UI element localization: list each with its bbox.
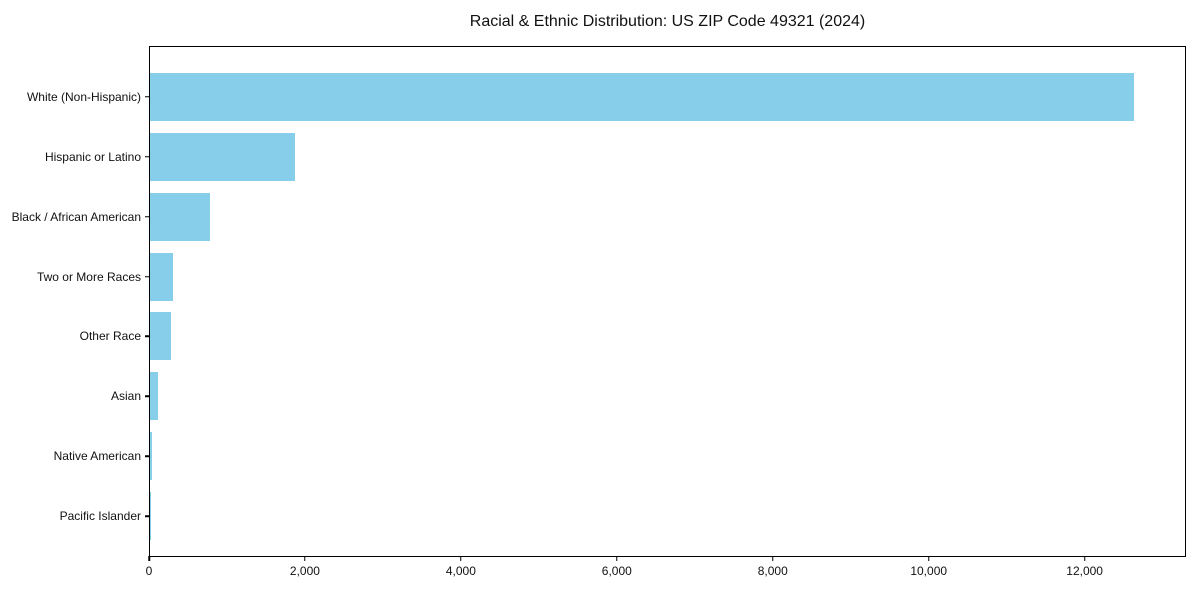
- x-axis-tick: [460, 556, 462, 561]
- y-axis-tick: [145, 156, 150, 158]
- bar-rows: White (Non-Hispanic) Hispanic or Latino Bl…: [12, 47, 1185, 556]
- bar-row: White (Non-Hispanic): [27, 67, 1185, 127]
- y-axis-tick: [145, 275, 150, 278]
- bar-row: Other Race: [80, 307, 1185, 367]
- x-axis-tick: [772, 556, 774, 561]
- x-axis-tick-label: 4,000: [445, 564, 476, 578]
- x-axis-tick: [148, 556, 150, 561]
- x-axis-tick: [927, 556, 930, 561]
- x-axis-tick: [616, 556, 618, 561]
- y-axis-tick: [145, 96, 150, 98]
- x-axis-tick: [304, 556, 306, 561]
- x-axis-tick-label: 8,000: [757, 564, 788, 578]
- y-axis-tick: [145, 215, 150, 218]
- bar: [150, 72, 1135, 121]
- y-axis-tick: [145, 515, 150, 517]
- y-axis-tick: [145, 395, 150, 398]
- bar: [150, 132, 295, 181]
- x-axis-tick-label: 2,000: [289, 564, 320, 578]
- y-axis-label: White (Non-Hispanic): [26, 89, 141, 104]
- bar-row: Pacific Islander: [60, 486, 1185, 546]
- y-axis-label: Black / African American: [11, 209, 141, 224]
- x-axis-tick-label: 0: [145, 564, 153, 578]
- y-axis-label: Pacific Islander: [59, 509, 141, 524]
- bar: [150, 432, 152, 481]
- y-axis-label: Two or More Races: [36, 269, 141, 284]
- x-axis-tick: [1083, 556, 1086, 561]
- y-axis-tick: [145, 455, 150, 457]
- bar-row: Asian: [111, 366, 1185, 426]
- plot-area: White (Non-Hispanic) Hispanic or Latino Bl…: [12, 46, 1186, 557]
- y-axis-label: Asian: [110, 389, 141, 404]
- bar-row: Black / African American: [12, 187, 1185, 247]
- x-axis-tick-label: 10,000: [910, 564, 948, 578]
- bar: [150, 252, 174, 301]
- bar: [150, 372, 158, 421]
- y-axis-label: Hispanic or Latino: [44, 149, 141, 164]
- bar: [150, 192, 210, 241]
- y-axis-tick: [145, 335, 150, 338]
- y-axis-label: Native American: [53, 449, 141, 464]
- x-axis-tick-label: 6,000: [601, 564, 632, 578]
- x-axis-tick-label: 12,000: [1066, 564, 1103, 578]
- y-axis-label: Other Race: [79, 329, 141, 344]
- x-axis: 0 2,000 4,000 6,000 8,000 10,000 12,000: [145, 556, 1186, 592]
- bar-row: Native American: [54, 426, 1185, 486]
- bar: [150, 312, 171, 361]
- bar-row: Two or More Races: [37, 247, 1185, 307]
- chart-title: Racial & Ethnic Distribution: US ZIP Cod…: [469, 13, 866, 30]
- bar-row: Hispanic or Latino: [45, 127, 1185, 187]
